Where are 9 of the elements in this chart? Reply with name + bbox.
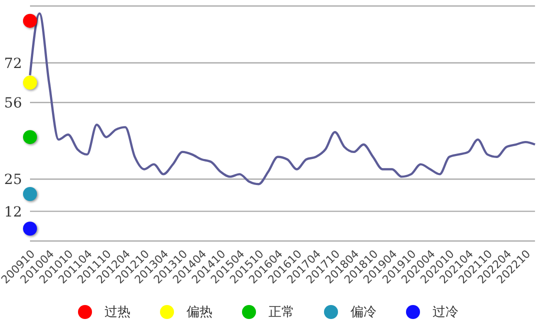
y-tick-label: 72 <box>4 56 22 72</box>
legend-label: 偏热 <box>186 304 212 321</box>
legend-label: 偏冷 <box>350 304 376 321</box>
legend-label: 正常 <box>268 304 294 321</box>
legend-label: 过热 <box>104 304 130 321</box>
y-tick-label: 56 <box>4 95 22 112</box>
y-tick-label: 25 <box>4 172 22 188</box>
y-tick-label: 12 <box>4 204 22 220</box>
legend-label: 过冷 <box>432 304 458 321</box>
